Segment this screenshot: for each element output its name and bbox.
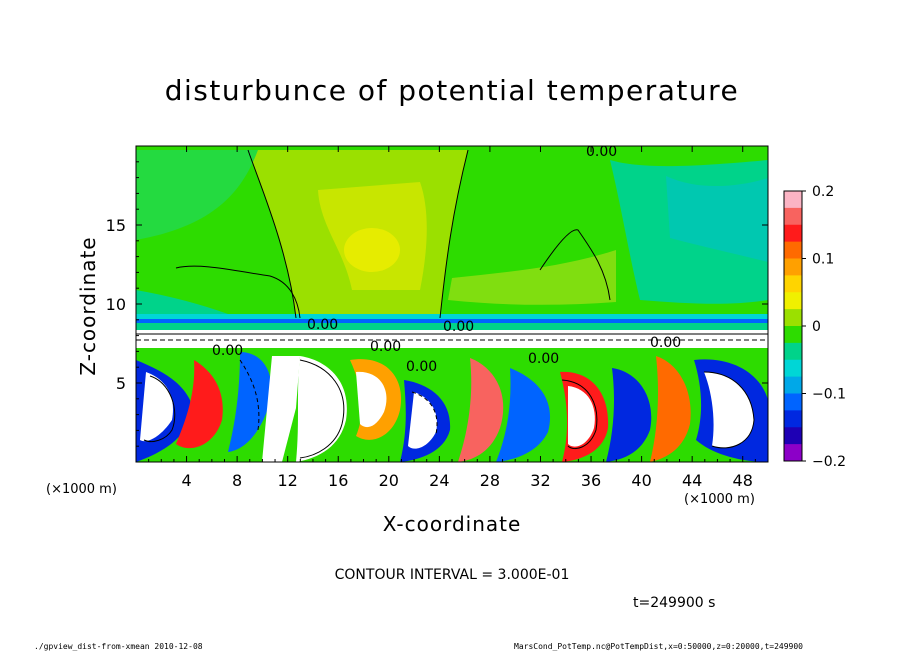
colorbar-segment xyxy=(784,410,802,428)
x-tick-label: 40 xyxy=(631,471,651,490)
colorbar-segment xyxy=(784,444,802,462)
contour-value-label: 0.00 xyxy=(370,339,401,355)
colorbar-tick-label: 0 xyxy=(812,319,821,335)
colorbar-segment xyxy=(784,376,802,394)
x-tick-label: 48 xyxy=(733,471,753,490)
warm-cell-1 xyxy=(176,360,223,449)
colorbar-tick-label: −0.2 xyxy=(812,454,846,470)
colorbar-segment xyxy=(784,241,802,259)
time-stamp: t=249900 s xyxy=(633,595,716,611)
inversion-band-green xyxy=(136,323,768,330)
field-plot: 0.00 0.00 0.00 0.00 0.00 0.00 0.00 0.00 xyxy=(136,144,768,462)
colorbar-segment xyxy=(784,258,802,276)
colorbar-segment xyxy=(784,207,802,226)
contour-line-3 xyxy=(175,265,301,319)
colorbar-segment xyxy=(784,275,802,293)
colorbar-segment xyxy=(784,342,802,361)
contour-value-label: 0.00 xyxy=(212,343,243,359)
warm-region-right xyxy=(448,250,616,305)
warm-cell-9 xyxy=(650,356,691,462)
contour-value-label: 0.00 xyxy=(307,317,338,333)
x-tick-label: 16 xyxy=(328,471,348,490)
cold-cell-6 xyxy=(496,368,551,462)
cool-region-upper-right-core xyxy=(666,176,768,262)
contour-value-label: 0.00 xyxy=(650,335,681,351)
inversion-band-blue xyxy=(136,319,768,323)
colorbar-segment xyxy=(784,191,802,209)
contour-line-2 xyxy=(439,149,469,319)
colorbar: 0.2 0.1 0 −0.1 −0.2 xyxy=(783,184,846,470)
x-axis-label: X-coordinate xyxy=(382,512,522,536)
colorbar-segment xyxy=(784,359,802,378)
contour-line-8 xyxy=(299,359,345,459)
cold-cell-2 xyxy=(228,352,272,452)
white-cell-10 xyxy=(704,372,754,448)
cool-region-upper-left xyxy=(136,150,258,240)
colorbar-segment xyxy=(784,309,802,327)
x-tick-label: 28 xyxy=(480,471,500,490)
colorbar-segment xyxy=(784,427,802,445)
y-tick-label: 15 xyxy=(106,216,126,235)
footer-script-info: ./gpview_dist-from-xmean 2010-12-08 xyxy=(34,642,203,651)
x-unit-note-right: (×1000 m) xyxy=(684,492,755,507)
y-axis: 5 10 15 xyxy=(106,161,768,447)
contour-value-label: 0.00 xyxy=(443,319,474,335)
colorbar-segment xyxy=(784,326,802,344)
white-cell-4 xyxy=(408,392,438,449)
x-tick-label: 12 xyxy=(278,471,298,490)
white-cell-3b xyxy=(356,371,387,428)
cold-cell-1-core xyxy=(140,372,173,442)
y-tick-label: 10 xyxy=(106,295,126,314)
contour-line-4 xyxy=(539,229,611,301)
inversion-band-cyan xyxy=(136,314,768,321)
contour-interval-note: CONTOUR INTERVAL = 3.000E-01 xyxy=(334,567,570,583)
white-cell-3 xyxy=(296,356,347,462)
contour-line-9 xyxy=(561,379,598,450)
contour-line-7 xyxy=(143,375,176,443)
contour-value-label: 0.00 xyxy=(528,351,559,367)
contour-value-label: 0.00 xyxy=(406,359,437,375)
contour-lines xyxy=(136,149,768,459)
x-axis: 4 8 12 16 20 24 28 32 36 40 44 48 xyxy=(148,146,756,490)
warm-plume-peak xyxy=(344,228,400,272)
x-tick-label: 44 xyxy=(682,471,702,490)
x-tick-label: 32 xyxy=(530,471,550,490)
colorbar-segment xyxy=(784,224,802,243)
x-tick-label: 8 xyxy=(232,471,242,490)
cool-region-left xyxy=(136,290,228,318)
contour-line-10 xyxy=(703,371,755,449)
contour-labels: 0.00 0.00 0.00 0.00 0.00 0.00 0.00 0.00 xyxy=(212,144,681,375)
colorbar-tick-label: 0.1 xyxy=(812,252,834,268)
warm-cell-5 xyxy=(458,358,504,462)
x-tick-label: 36 xyxy=(581,471,601,490)
colorbar-tick-label: −0.1 xyxy=(812,387,846,403)
x-tick-label: 24 xyxy=(429,471,449,490)
colorbar-tick-label: 0.2 xyxy=(812,184,834,200)
x-unit-note-left: (×1000 m) xyxy=(46,482,117,497)
y-tick-label: 5 xyxy=(116,374,126,393)
contour-line-11 xyxy=(239,359,260,431)
x-tick-label: 20 xyxy=(379,471,399,490)
x-tick-label: 4 xyxy=(181,471,191,490)
colorbar-segment xyxy=(784,393,802,411)
footer-data-source: MarsCond_PotTemp.nc@PotTempDist,x=0:5000… xyxy=(514,642,803,651)
white-cell-7 xyxy=(568,386,595,447)
chart-title: disturbunce of potential temperature xyxy=(164,74,740,107)
colorbar-segment xyxy=(784,292,802,310)
contour-value-label: 0.00 xyxy=(586,144,617,160)
white-cell-2 xyxy=(262,356,300,462)
cold-cell-8 xyxy=(606,368,652,462)
